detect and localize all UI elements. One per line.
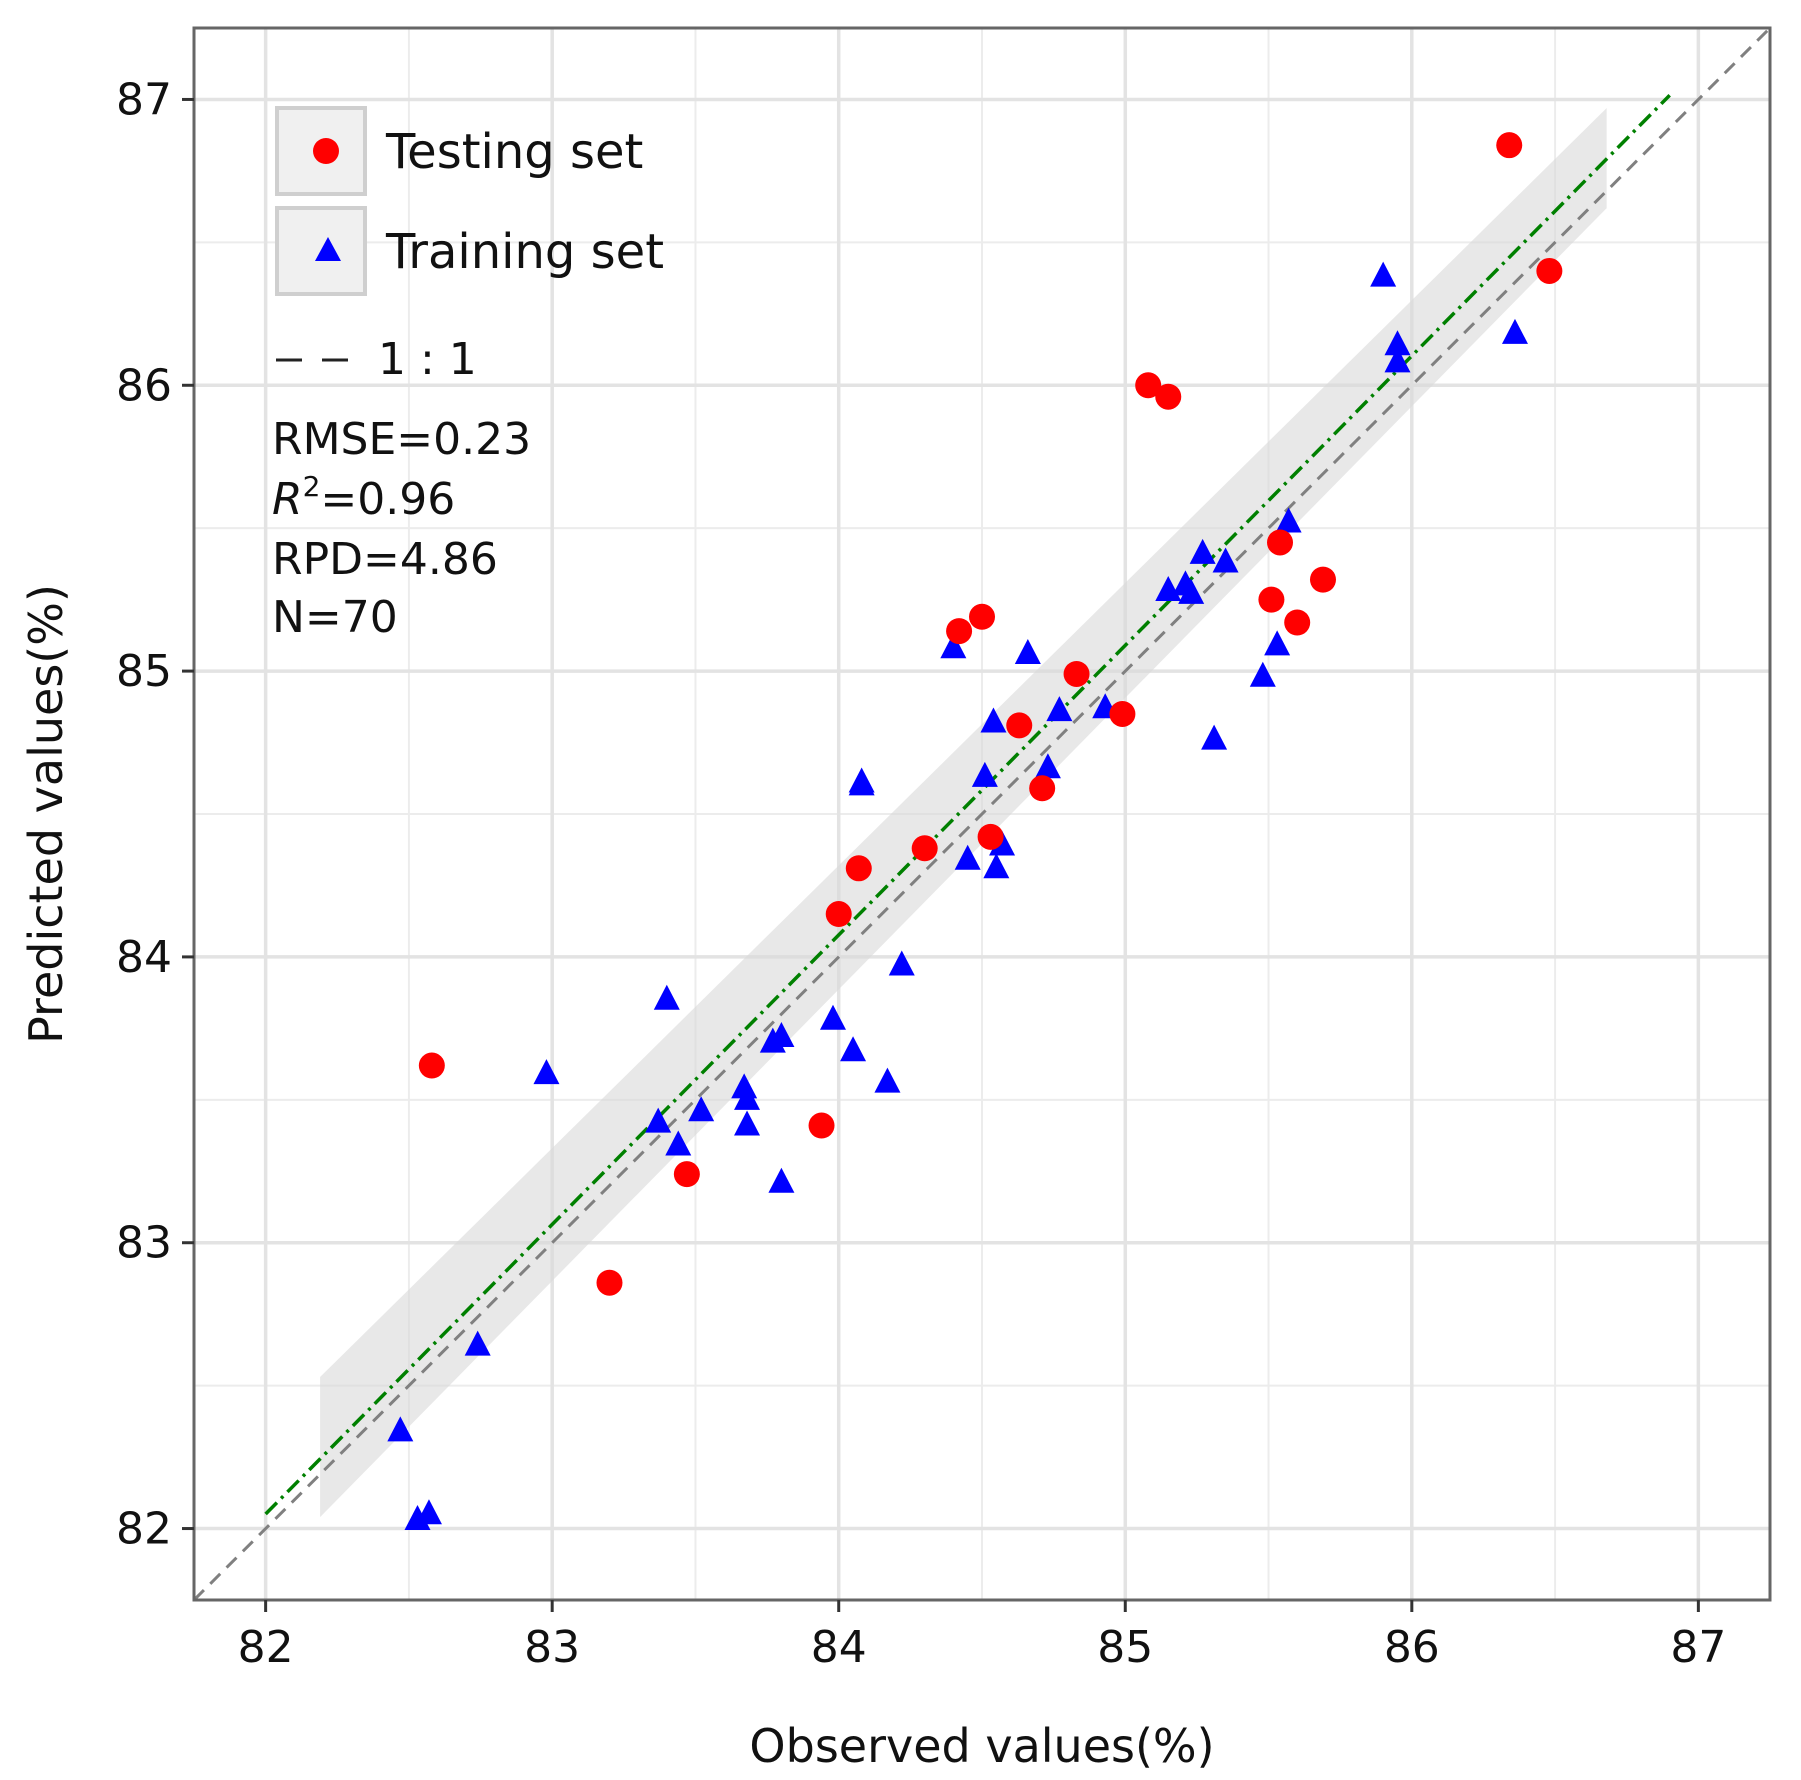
testing-point xyxy=(808,1112,835,1139)
training-point xyxy=(1249,661,1276,687)
stat-r2-power: 2 xyxy=(303,470,321,503)
testing-point xyxy=(845,855,872,882)
testing-point xyxy=(1109,700,1136,727)
grid xyxy=(194,28,1770,1600)
stat-r2-value: =0.96 xyxy=(320,474,455,525)
confidence-band xyxy=(320,108,1607,1518)
training-point xyxy=(848,770,875,796)
training-point xyxy=(665,1130,692,1156)
training-point xyxy=(734,1110,761,1136)
training-point xyxy=(1275,507,1302,533)
training-point xyxy=(819,1004,846,1030)
training-point xyxy=(653,984,680,1010)
testing-point xyxy=(1536,257,1563,284)
testing-point xyxy=(596,1269,623,1296)
testing-point xyxy=(1496,132,1523,159)
axis-ticks: 82 83 84 85 86 87 82 83 84 85 86 87 xyxy=(116,74,1726,1673)
training-point xyxy=(768,1021,795,1047)
training-point xyxy=(1178,578,1205,604)
y-tick-label: 83 xyxy=(116,1218,172,1269)
training-point xyxy=(954,844,981,870)
y-tick-label: 87 xyxy=(116,74,172,125)
testing-point xyxy=(911,835,938,862)
y-tick-label: 85 xyxy=(116,646,172,697)
training-point xyxy=(688,1096,715,1122)
training-point xyxy=(1501,318,1528,344)
training-point xyxy=(1201,724,1228,750)
y-tick-label: 86 xyxy=(116,360,172,411)
testing-point xyxy=(825,901,852,928)
legend-label-reference: 1 : 1 xyxy=(378,334,477,385)
testing-point xyxy=(1135,372,1162,399)
legend-marker-testing xyxy=(313,138,339,164)
training-point xyxy=(1384,330,1411,356)
training-point xyxy=(1384,347,1411,373)
testing-point xyxy=(977,823,1004,850)
plot-frame xyxy=(192,26,1772,1602)
fit-line xyxy=(264,94,1671,1516)
legend-label-training: Training set xyxy=(385,224,664,280)
stat-rmse: RMSE=0.23 xyxy=(272,414,531,465)
stat-r2: R2=0.96 xyxy=(272,470,455,525)
testing-point xyxy=(673,1161,700,1188)
stats-annotation: RMSE=0.23 R2=0.96 RPD=4.86 N=70 xyxy=(272,414,531,643)
x-tick-label: 83 xyxy=(524,1622,580,1673)
stat-r2-symbol: R xyxy=(272,474,303,525)
testing-point xyxy=(418,1052,445,1079)
testing-point xyxy=(946,618,973,645)
legend-label-testing: Testing set xyxy=(385,124,643,180)
x-tick-label: 84 xyxy=(811,1622,867,1673)
training-point xyxy=(1264,630,1291,656)
training-point xyxy=(1189,538,1216,564)
training-point xyxy=(1014,638,1041,664)
training-point xyxy=(840,1036,867,1062)
testing-point xyxy=(1284,609,1311,636)
training-point xyxy=(645,1107,672,1133)
training-point xyxy=(888,950,915,976)
testing-point xyxy=(1006,712,1033,739)
y-tick-label: 84 xyxy=(116,932,172,983)
training-point xyxy=(980,707,1007,733)
testing-point xyxy=(1267,529,1294,556)
training-point xyxy=(983,853,1010,879)
testing-point xyxy=(1063,660,1090,687)
training-point xyxy=(971,761,998,787)
reference-line-1-1 xyxy=(194,28,1770,1600)
legend-marker-training xyxy=(315,237,341,261)
legend: Testing set Training set 1 : 1 xyxy=(275,106,664,385)
training-point xyxy=(387,1416,414,1442)
testing-point xyxy=(1029,775,1056,802)
training-point xyxy=(1046,696,1073,722)
testing-point xyxy=(969,603,995,630)
y-tick-label: 82 xyxy=(116,1504,172,1555)
testing-point xyxy=(1309,566,1336,593)
testing-point xyxy=(1258,586,1285,613)
training-point xyxy=(734,1084,761,1110)
training-point xyxy=(1212,547,1239,573)
x-tick-label: 82 xyxy=(238,1622,294,1673)
training-point xyxy=(533,1059,560,1085)
training-point xyxy=(768,1167,795,1193)
testing-point xyxy=(1155,383,1182,410)
stat-n: N=70 xyxy=(272,592,398,643)
x-axis-title: Observed values(%) xyxy=(749,1719,1214,1773)
training-point xyxy=(1370,261,1397,287)
training-point xyxy=(874,1067,901,1093)
data-points xyxy=(387,132,1563,1530)
x-tick-label: 86 xyxy=(1384,1622,1440,1673)
training-point xyxy=(415,1499,442,1525)
stat-rpd: RPD=4.86 xyxy=(272,534,498,585)
x-tick-label: 85 xyxy=(1097,1622,1153,1673)
y-axis-title: Predicted values(%) xyxy=(19,584,73,1044)
x-tick-label: 87 xyxy=(1670,1622,1726,1673)
training-point xyxy=(464,1330,491,1356)
training-point xyxy=(1034,753,1061,779)
training-point xyxy=(940,633,967,659)
